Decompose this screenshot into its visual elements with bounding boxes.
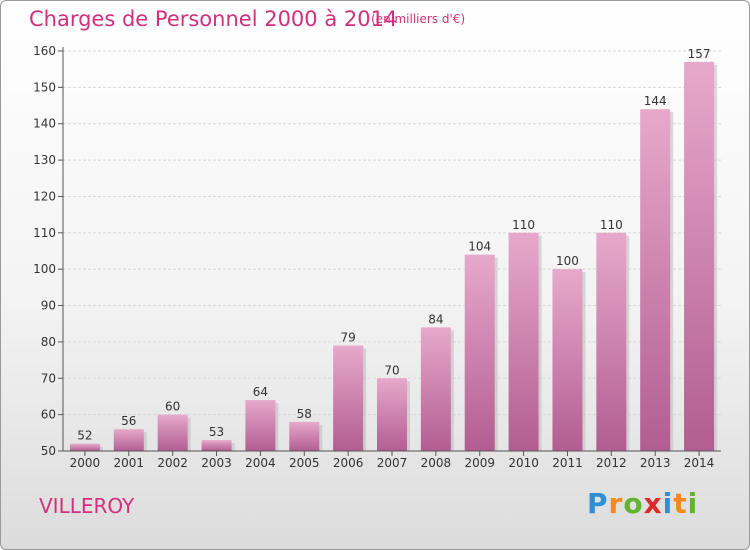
data-label: 60 [165,400,180,414]
y-tick-label: 60 [41,408,56,422]
bar [289,421,320,451]
x-tick-label: 2008 [421,456,452,470]
bar [245,400,276,451]
bar [333,345,364,451]
logo-letter: o [623,487,644,520]
x-tick-label: 2000 [70,456,101,470]
y-tick-label: 90 [41,299,56,313]
x-tick-label: 2013 [640,456,671,470]
logo-letter: i [687,487,699,520]
chart-title: Charges de Personnel 2000 à 2014 [29,7,398,31]
bar [420,327,451,451]
x-tick-label: 2003 [201,456,232,470]
bar [552,269,583,451]
proxiti-logo: Proxiti [587,487,698,520]
x-tick-label: 2004 [245,456,276,470]
y-tick-label: 130 [33,153,56,167]
logo-letter: P [587,487,609,520]
data-label: 100 [556,254,579,268]
bar [377,378,407,451]
y-tick-label: 150 [33,80,56,94]
bars [69,61,718,452]
bar [596,232,627,451]
x-tick-label: 2007 [377,456,408,470]
data-label: 110 [600,218,623,232]
data-label: 53 [209,425,224,439]
x-tick-label: 2011 [552,456,583,470]
chart-subtitle: (en milliers d'€) [371,12,466,26]
data-label: 64 [253,385,268,399]
data-label: 52 [77,429,92,443]
y-tick-label: 70 [41,371,56,385]
logo-letter: x [643,487,663,520]
x-tick-label: 2009 [464,456,495,470]
bar [69,443,100,451]
bar [508,232,539,451]
data-label: 110 [512,218,535,232]
x-tick-label: 2012 [596,456,627,470]
x-tick-label: 2014 [684,456,715,470]
location-name: VILLEROY [39,494,135,518]
data-label: 79 [340,331,355,345]
x-tick-label: 2001 [114,456,145,470]
data-label: 58 [297,407,312,421]
x-tick-label: 2006 [333,456,364,470]
y-tick-label: 80 [41,335,56,349]
y-tick-label: 140 [33,117,56,131]
x-tick-label: 2010 [508,456,539,470]
data-label: 144 [644,94,667,108]
y-tick-label: 120 [33,189,56,203]
x-tick-label: 2002 [157,456,188,470]
bar [684,61,715,452]
data-label: 70 [384,363,399,377]
data-label: 157 [688,47,711,61]
y-tick-label: 50 [41,444,56,458]
y-tick-label: 160 [33,44,56,58]
axes [58,47,721,456]
y-tick-label: 100 [33,262,56,276]
logo-letter: i [662,487,674,520]
logo-letter: r [608,487,624,520]
data-label: 56 [121,414,136,428]
x-tick-label: 2005 [289,456,320,470]
data-label: 84 [428,312,443,326]
labels: 50 60 70 80 90 100 110 120 130 140 150 160 2000 52 200… [33,44,714,470]
y-tick-label: 110 [33,226,56,240]
bar [464,254,495,451]
bar [640,109,671,451]
bar [157,414,188,451]
bar [201,440,232,451]
logo-letter: t [673,487,688,520]
data-label: 104 [468,240,491,254]
bar [113,429,144,451]
